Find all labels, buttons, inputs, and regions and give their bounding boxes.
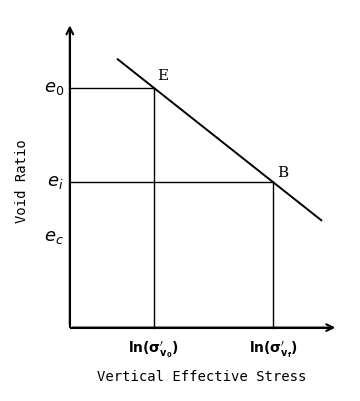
Text: $\mathbf{ln(\sigma_{v_0}^{\prime})}$: $\mathbf{ln(\sigma_{v_0}^{\prime})}$ — [128, 339, 179, 360]
Text: $e_c$: $e_c$ — [44, 228, 64, 246]
Text: Void Ratio: Void Ratio — [15, 139, 29, 223]
Text: Vertical Effective Stress: Vertical Effective Stress — [97, 370, 306, 384]
Text: B: B — [277, 166, 288, 180]
Text: $e_i$: $e_i$ — [47, 173, 64, 191]
Text: $\mathbf{ln(\sigma_{v_f}^{\prime})}$: $\mathbf{ln(\sigma_{v_f}^{\prime})}$ — [249, 339, 298, 360]
Text: E: E — [157, 69, 168, 83]
Text: $e_0$: $e_0$ — [44, 79, 64, 97]
